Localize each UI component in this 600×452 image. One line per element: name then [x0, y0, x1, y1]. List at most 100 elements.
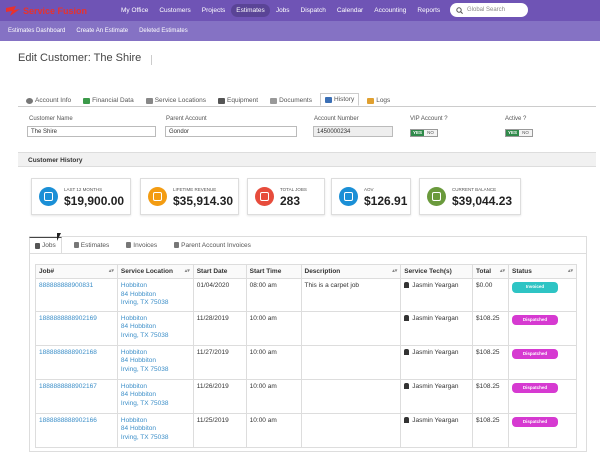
estimates-icon — [73, 242, 79, 248]
column-header-service-techs[interactable]: Service Tech(s) — [400, 264, 474, 279]
tab-label: Documents — [279, 97, 312, 104]
app-logo[interactable]: Service Fusion — [6, 5, 106, 16]
location-street: 84 Hobbiton — [120, 357, 156, 364]
job-number-link[interactable]: 1888888888902166 — [39, 416, 97, 424]
stats-row: LAST 12 MONTHS $19,900.00 LIFETIME REVEN… — [31, 178, 591, 216]
nav-item-dispatch[interactable]: Dispatch — [300, 7, 326, 14]
nav-item-customers[interactable]: Customers — [159, 7, 191, 14]
tech-name: Jasmin Yeargan — [412, 314, 459, 322]
parent-account-field[interactable]: Gondor — [165, 126, 297, 137]
tab-logs[interactable]: Logs — [363, 97, 394, 106]
nav-item-calendar[interactable]: Calendar — [336, 7, 364, 14]
stat-value: $19,900.00 — [64, 194, 125, 208]
tab-label: Financial Data — [92, 97, 134, 104]
tab-financial-data[interactable]: Financial Data — [79, 97, 138, 106]
tab-label: History — [333, 96, 355, 103]
column-header-start-time[interactable]: Start Time — [245, 264, 302, 279]
nav-item-accounting[interactable]: Accounting — [374, 7, 407, 14]
tab-history[interactable]: History — [319, 93, 360, 106]
tab-jobs[interactable]: Jobs — [29, 237, 62, 253]
job-number-link[interactable]: 1888888888902169 — [39, 314, 97, 322]
tab-documents[interactable]: Documents — [266, 97, 316, 106]
job-number-link[interactable]: 1888888888902167 — [39, 382, 97, 390]
stat-value: $126.91 — [364, 194, 408, 208]
nav-item-projects[interactable]: Projects — [201, 7, 226, 14]
active-toggle[interactable]: YES NO — [505, 129, 533, 137]
tech-name: Jasmin Yeargan — [412, 282, 459, 289]
nav-item-estimates[interactable]: Estimates — [231, 4, 270, 17]
location-name: Hobbiton — [120, 282, 147, 289]
service-tech-cell: Jasmin Yeargan — [400, 278, 474, 312]
nav-item-reports[interactable]: Reports — [417, 7, 441, 14]
start-time-cell: 10:00 am — [245, 378, 302, 414]
title-divider — [151, 55, 152, 65]
description-cell: This is a carpet job — [300, 278, 402, 312]
location-link[interactable]: Hobbiton 84 Hobbiton Irving, TX 75038 — [121, 349, 169, 373]
location-link[interactable]: Hobbiton 84 Hobbiton Irving, TX 75038 — [121, 282, 169, 306]
status-cell: Dispatched — [508, 378, 577, 414]
tab-account-info[interactable]: Account Info — [22, 97, 75, 106]
column-header-start-date[interactable]: Start Date — [192, 264, 247, 279]
tech-name: Jasmin Yeargan — [412, 348, 459, 356]
location-name: Hobbiton — [120, 348, 147, 356]
description-cell — [300, 310, 402, 346]
location-link[interactable]: Hobbiton 84 Hobbiton Irving, TX 75038 — [121, 417, 169, 441]
status-cell: Invoiced — [508, 278, 577, 312]
status-badge: Invoiced — [512, 282, 559, 293]
folder-icon — [270, 97, 278, 104]
stat-label: LAST 12 MONTHS — [64, 187, 103, 192]
start-time-cell: 08:00 am — [245, 278, 302, 312]
service-fusion-logo-icon — [6, 5, 20, 16]
column-header-status[interactable]: Status ▴▾ — [508, 264, 577, 279]
subnav-estimates-dashboard[interactable]: Estimates Dashboard — [8, 28, 66, 34]
start-date-cell: 11/28/2019 — [192, 310, 247, 346]
tech-name: Jasmin Yeargan — [412, 416, 459, 424]
job-number-link[interactable]: 888888888900831 — [39, 282, 94, 289]
stat-card-current-balance: CURRENT BALANCE $39,044.23 — [419, 178, 521, 215]
table-row: 888888888900831 Hobbiton 84 Hobbiton Irving… — [35, 278, 577, 312]
active-label: Active ? — [505, 116, 527, 122]
customer-name-field[interactable]: The Shire — [27, 126, 156, 137]
subnav-deleted-estimates[interactable]: Deleted Estimates — [139, 28, 188, 34]
vip-account-toggle[interactable]: YES NO — [410, 129, 438, 137]
stat-value: $39,044.23 — [452, 194, 513, 208]
global-search-input[interactable]: Global Search — [450, 3, 528, 17]
nav-item-jobs[interactable]: Jobs — [275, 7, 290, 14]
nav-item-my-office[interactable]: My Office — [121, 7, 149, 14]
stat-label: CURRENT BALANCE — [452, 187, 497, 192]
stat-card-total-jobs: TOTAL JOBS 283 — [247, 178, 325, 215]
stat-circle — [339, 187, 358, 206]
location-link[interactable]: Hobbiton 84 Hobbiton Irving, TX 75038 — [121, 383, 169, 407]
stat-circle — [39, 187, 58, 206]
user-icon — [404, 416, 410, 423]
header-label: Total — [476, 268, 492, 275]
status-badge: Dispatched — [512, 382, 559, 393]
tab-equipment[interactable]: Equipment — [214, 97, 262, 106]
service-location-cell: Hobbiton 84 Hobbiton Irving, TX 75038 — [116, 378, 194, 414]
tab-invoices[interactable]: Invoices — [121, 238, 162, 253]
balance-icon — [432, 192, 441, 201]
tab-service-locations[interactable]: Service Locations — [142, 97, 210, 106]
stat-card-lifetime-revenue: LIFETIME REVENUE $35,914.30 — [140, 178, 239, 215]
start-date-cell: 11/26/2019 — [192, 378, 247, 414]
mouse-cursor — [57, 233, 61, 241]
description-cell — [300, 378, 402, 414]
description-cell — [300, 344, 402, 380]
total-cell: $108.25 — [472, 412, 510, 448]
location-link[interactable]: Hobbiton 84 Hobbiton Irving, TX 75038 — [121, 315, 169, 339]
history-tabs: Jobs Estimates Invoices Parent Account I… — [29, 236, 263, 254]
tab-estimates[interactable]: Estimates — [69, 238, 115, 253]
status-cell: Dispatched — [508, 344, 577, 380]
tab-parent-account-invoices[interactable]: Parent Account Invoices — [169, 238, 256, 253]
status-cell: Dispatched — [508, 310, 577, 346]
column-header-service-location[interactable]: Service Location ▴▾ — [116, 264, 194, 279]
service-location-cell: Hobbiton 84 Hobbiton Irving, TX 75038 — [116, 310, 194, 346]
subnav-create-estimate[interactable]: Create An Estimate — [76, 28, 129, 34]
tab-label: Invoices — [133, 241, 158, 249]
job-number-cell: 1888888888902169 — [35, 310, 118, 346]
job-number-link[interactable]: 1888888888902168 — [39, 348, 97, 356]
column-header-description[interactable]: Description ▴▾ — [300, 264, 402, 279]
column-header-total[interactable]: Total ▴▾ — [472, 264, 510, 279]
location-name: Hobbiton — [120, 416, 147, 424]
column-header-job[interactable]: Job# ▴▾ — [35, 264, 118, 279]
